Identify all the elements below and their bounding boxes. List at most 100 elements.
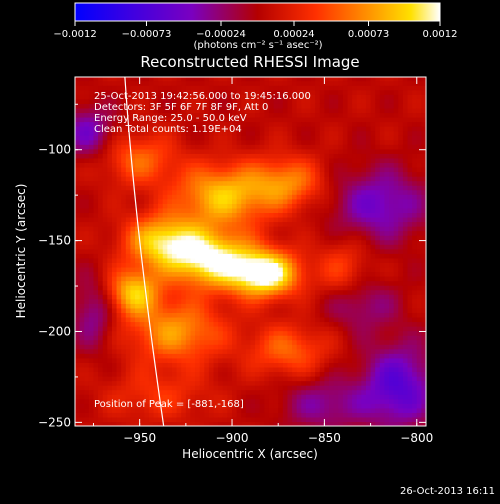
heatmap-cell — [177, 299, 182, 304]
heatmap-cell — [75, 253, 80, 258]
heatmap-cell — [287, 172, 292, 177]
heatmap-cell — [361, 349, 366, 354]
heatmap-cell — [251, 194, 256, 199]
heatmap-cell — [80, 85, 85, 90]
heatmap-cell — [130, 253, 135, 258]
heatmap-cell — [227, 335, 232, 340]
heatmap-cell — [158, 135, 163, 140]
heatmap-cell — [347, 231, 352, 236]
heatmap-cell — [200, 340, 205, 345]
heatmap-cell — [112, 240, 117, 245]
heatmap-cell — [107, 276, 112, 281]
heatmap-cell — [371, 258, 376, 263]
heatmap-cell — [315, 81, 320, 86]
heatmap-cell — [357, 167, 362, 172]
heatmap-cell — [278, 135, 283, 140]
heatmap-cell — [306, 203, 311, 208]
heatmap-cell — [334, 217, 339, 222]
heatmap-cell — [283, 112, 288, 117]
heatmap-cell — [89, 331, 94, 336]
heatmap-cell — [75, 212, 80, 217]
heatmap-cell — [154, 231, 159, 236]
heatmap-cell — [287, 312, 292, 317]
heatmap-cell — [144, 371, 149, 376]
heatmap-cell — [361, 303, 366, 308]
heatmap-cell — [357, 281, 362, 286]
heatmap-cell — [278, 308, 283, 313]
heatmap-cell — [287, 303, 292, 308]
heatmap-cell — [283, 262, 288, 267]
heatmap-cell — [315, 390, 320, 395]
heatmap-cell — [334, 249, 339, 254]
heatmap-cell — [223, 326, 228, 331]
heatmap-cell — [251, 112, 256, 117]
heatmap-cell — [140, 390, 145, 395]
heatmap-cell — [112, 144, 117, 149]
heatmap-cell — [130, 81, 135, 86]
heatmap-cell — [154, 249, 159, 254]
heatmap-cell — [154, 153, 159, 158]
heatmap-cell — [172, 176, 177, 181]
heatmap-cell — [186, 226, 191, 231]
heatmap-cell — [334, 212, 339, 217]
heatmap-cell — [232, 253, 237, 258]
heatmap-cell — [177, 162, 182, 167]
heatmap-cell — [324, 240, 329, 245]
heatmap-cell — [75, 85, 80, 90]
heatmap-cell — [204, 253, 209, 258]
heatmap-cell — [241, 208, 246, 213]
heatmap-cell — [121, 144, 126, 149]
heatmap-cell — [126, 176, 131, 181]
heatmap-cell — [260, 371, 265, 376]
heatmap-cell — [158, 281, 163, 286]
heatmap-cell — [172, 353, 177, 358]
heatmap-cell — [320, 231, 325, 236]
heatmap-cell — [292, 362, 297, 367]
heatmap-cell — [154, 326, 159, 331]
heatmap-cell — [107, 281, 112, 286]
heatmap-cell — [80, 203, 85, 208]
heatmap-cell — [227, 235, 232, 240]
heatmap-cell — [163, 231, 168, 236]
heatmap-cell — [269, 108, 274, 113]
heatmap-cell — [315, 176, 320, 181]
heatmap-cell — [297, 412, 302, 417]
heatmap-cell — [158, 262, 163, 267]
heatmap-cell — [75, 344, 80, 349]
heatmap-cell — [80, 303, 85, 308]
heatmap-cell — [130, 312, 135, 317]
heatmap-cell — [241, 135, 246, 140]
heatmap-cell — [167, 353, 172, 358]
heatmap-cell — [195, 417, 200, 422]
heatmap-cell — [80, 381, 85, 386]
heatmap-cell — [190, 226, 195, 231]
heatmap-cell — [306, 408, 311, 413]
heatmap-cell — [283, 412, 288, 417]
heatmap-cell — [338, 349, 343, 354]
heatmap-cell — [80, 103, 85, 108]
heatmap-cell — [264, 376, 269, 381]
heatmap-cell — [130, 367, 135, 372]
heatmap-cell — [107, 158, 112, 163]
heatmap-cell — [269, 349, 274, 354]
heatmap-cell — [287, 203, 292, 208]
heatmap-cell — [140, 358, 145, 363]
heatmap-cell — [278, 371, 283, 376]
heatmap-cell — [301, 135, 306, 140]
heatmap-cell — [214, 235, 219, 240]
heatmap-cell — [306, 403, 311, 408]
heatmap-cell — [260, 112, 265, 117]
heatmap-cell — [177, 349, 182, 354]
heatmap-cell — [347, 358, 352, 363]
heatmap-cell — [251, 381, 256, 386]
heatmap-cell — [334, 176, 339, 181]
heatmap-cell — [264, 181, 269, 186]
heatmap-cell — [237, 235, 242, 240]
heatmap-cell — [306, 394, 311, 399]
heatmap-cell — [121, 244, 126, 249]
heatmap-cell — [311, 203, 316, 208]
heatmap-cell — [297, 126, 302, 131]
heatmap-cell — [269, 312, 274, 317]
heatmap-cell — [311, 190, 316, 195]
heatmap-cell — [214, 176, 219, 181]
